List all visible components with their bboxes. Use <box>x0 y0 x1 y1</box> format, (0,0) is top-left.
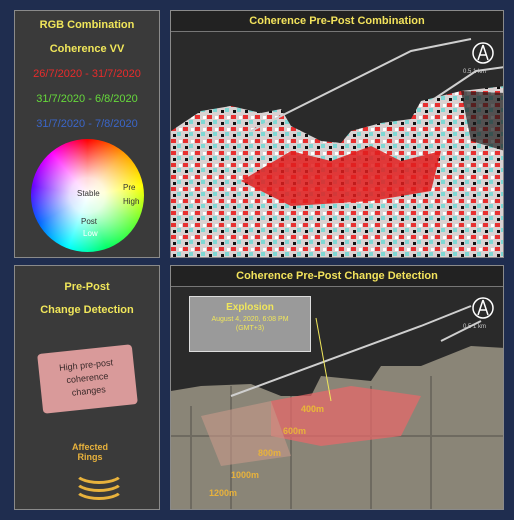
explosion-date: August 4, 2020, 6:08 PM <box>211 316 289 323</box>
high-change-text: High pre-post coherence changes <box>58 357 114 398</box>
affected-rings-label: Affected Rings <box>71 442 108 462</box>
explosion-timezone: (GMT+3) <box>235 325 265 332</box>
change-detection-map-image <box>171 305 503 509</box>
wheel-label-low: Low <box>83 229 98 238</box>
ring-label-1000m: 1000m <box>231 470 260 480</box>
blue-date-range: 31/7/2020 - 7/8/2020 <box>36 118 138 130</box>
map-top-title: Coherence Pre-Post Combination <box>171 11 503 32</box>
north-arrow-icon <box>472 297 494 319</box>
rgb-combination-title: RGB Combination <box>39 19 135 31</box>
high-change-swatch: High pre-post coherence changes <box>37 344 138 414</box>
coherence-combination-map: Coherence Pre-Post Combination 0.5 1 km <box>170 10 504 258</box>
ring-label-400: 400m <box>301 404 325 414</box>
coherence-map-image <box>171 38 503 257</box>
ring-label-600m: 600m <box>283 426 307 436</box>
explosion-callout: Explosion August 4, 2020, 6:08 PM (GMT+3… <box>189 296 311 352</box>
ring-icon-3 <box>73 474 125 500</box>
explosion-title: Explosion <box>226 302 274 313</box>
wheel-label-high: High <box>123 197 140 206</box>
map-bottom-title: Coherence Pre-Post Change Detection <box>171 266 503 287</box>
scale-bar-bottom: 0.5 1 km <box>463 324 487 330</box>
change-detection-title: Change Detection <box>40 304 134 316</box>
wheel-label-post: Post <box>81 217 98 226</box>
ring-label-800m: 800m <box>258 448 282 458</box>
rgb-legend-panel: RGB Combination Coherence VV 26/7/2020 -… <box>14 10 160 258</box>
scale-bar-top: 0.5 1 km <box>463 69 487 75</box>
red-date-range: 26/7/2020 - 31/7/2020 <box>33 68 141 80</box>
pre-post-title: Pre-Post <box>64 281 110 293</box>
coherence-vv-subtitle: Coherence VV <box>49 43 125 55</box>
north-arrow-icon <box>472 42 494 64</box>
green-date-range: 31/7/2020 - 6/8/2020 <box>36 93 138 105</box>
ring-label-1200m: 1200m <box>209 488 238 498</box>
change-detection-legend-panel: Pre-Post Change Detection High pre-post … <box>14 265 160 510</box>
wheel-label-stable: Stable <box>77 189 100 198</box>
color-wheel <box>31 139 144 252</box>
ring-label-400m: 400m <box>301 404 325 414</box>
wheel-label-pre: Pre <box>123 183 136 192</box>
change-detection-map: Coherence Pre-Post Change Detection 400m… <box>170 265 504 510</box>
